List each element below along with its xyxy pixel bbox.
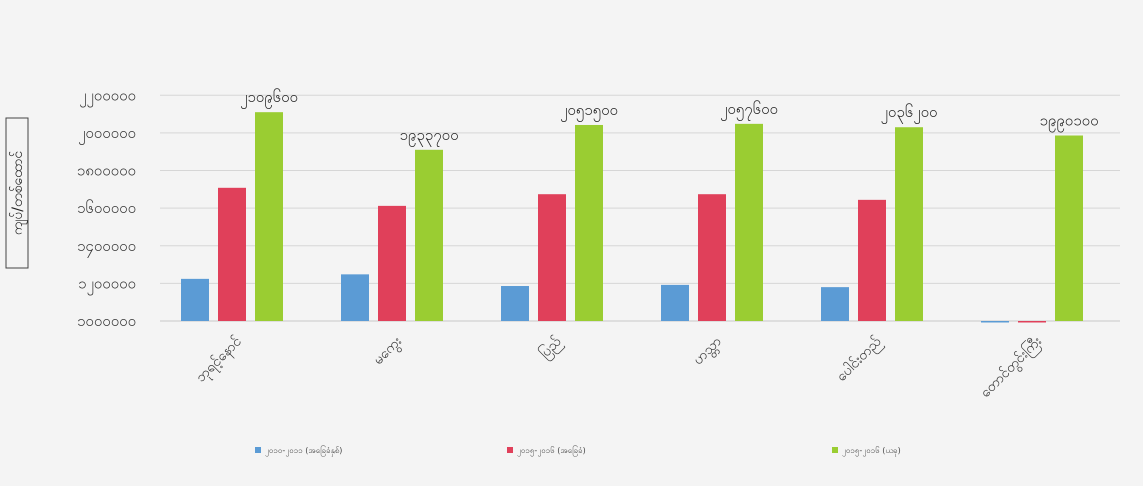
y-tick-label: ၁၆၀၀၀၀၀ — [77, 199, 136, 217]
bar — [735, 123, 763, 321]
bar — [1055, 135, 1083, 321]
legend-label: ၂၀၁၅-၂၀၁၆ (အခြေခံ) — [517, 445, 586, 457]
data-label: ၂၁၀၉၆၀၀ — [240, 88, 298, 109]
data-label: ၂၀၅၇၆၀၀ — [720, 100, 778, 121]
y-tick-label: ၁၈၀၀၀၀၀ — [77, 162, 136, 180]
legend-swatch — [255, 447, 261, 453]
bar — [181, 278, 209, 321]
bar — [218, 187, 246, 321]
y-axis-label: ကျပ်/တစ်ထောင် — [10, 151, 28, 236]
bar — [981, 321, 1009, 323]
legend: ၂၀၁၀-၂၀၁၁ (အခြေခံနှစ်) ၂၀၁၅-၂၀၁၆ (အခြေခံ)… — [255, 445, 901, 457]
data-label: ၂၀၃၆၂၀၀ — [881, 103, 938, 124]
y-tick-label: ၁၄၀၀၀၀၀ — [77, 237, 136, 258]
category-label: တောင်တွင်းကြီး — [977, 332, 1047, 402]
legend-swatch — [832, 447, 838, 453]
bars — [181, 112, 1083, 323]
data-label: ၁၉၃၃၇၀၀ — [399, 126, 458, 147]
y-tick-label: ၁၀၀၀၀၀၀ — [77, 312, 136, 330]
y-axis-ticks: ၁၀၀၀၀၀၀ ၁၂၀၀၀၀၀ ၁၄၀၀၀၀၀ ၁၆၀၀၀၀၀ ၁၈၀၀၀၀၀ ၂၀၀၀၀… — [77, 86, 136, 330]
bar — [538, 194, 566, 321]
legend-label: ၂၀၁၀-၂၀၁၁ (အခြေခံနှစ်) — [265, 445, 342, 457]
y-tick-label: ၂၂၀၀၀၀၀ — [79, 86, 136, 107]
bar — [501, 286, 529, 321]
category-label: ပြည် — [536, 333, 566, 363]
bar — [821, 287, 849, 321]
category-label: ပေါင်းတည် — [834, 334, 887, 387]
bar — [698, 194, 726, 321]
x-axis-categories: ဘုရင့်နောင် မကွေး ပြည် ဟသ္တာ ပေါင်းတည် တောင်တ… — [193, 332, 1047, 402]
data-label: ၂၀၅၁၅၀၀ — [560, 101, 618, 122]
category-label: မကွေး — [370, 333, 406, 369]
y-tick-label: ၂၀၀၀၀၀၀ — [78, 124, 136, 145]
category-label: ဟသ္တာ — [690, 334, 726, 370]
gridlines — [160, 94, 1120, 322]
legend-swatch — [507, 447, 513, 453]
bar — [341, 274, 369, 321]
legend-label: ၂၀၁၅-၂၀၁၆ (ယခု) — [842, 445, 901, 457]
bar — [858, 199, 886, 321]
y-tick-label: ၁၂၀၀၀၀၀ — [78, 274, 136, 295]
bar — [378, 205, 406, 321]
bar — [661, 284, 689, 321]
bar — [575, 124, 603, 321]
bar — [415, 149, 443, 321]
data-label: ၁၉၉၀၁၀၀ — [1039, 112, 1098, 133]
bar — [895, 127, 923, 321]
category-label: ဘုရင့်နောင် — [193, 333, 247, 387]
bar — [1018, 321, 1046, 323]
bar — [255, 112, 283, 322]
y-axis-title: ကျပ်/တစ်ထောင် — [5, 117, 29, 269]
